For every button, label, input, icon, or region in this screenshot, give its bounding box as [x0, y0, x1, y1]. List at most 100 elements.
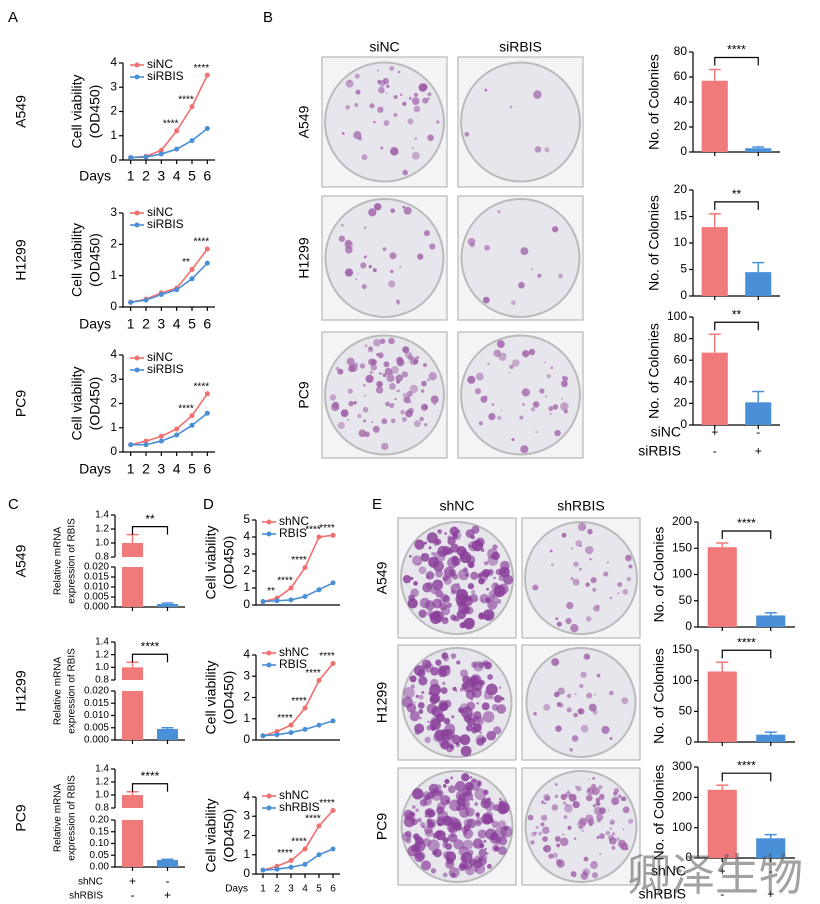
colony	[371, 421, 374, 424]
colony	[359, 363, 366, 369]
colony	[510, 300, 516, 306]
significance-label: ****	[141, 769, 160, 783]
colony	[540, 800, 545, 805]
colony	[598, 794, 605, 801]
y-tick-label: 0	[685, 850, 692, 864]
colony	[377, 106, 384, 113]
y-tick-label: 50	[679, 704, 693, 718]
y-axis-label: No. of Colonies	[651, 765, 667, 861]
colony	[402, 392, 407, 398]
colony	[428, 556, 440, 568]
colony	[551, 226, 559, 233]
group-sign: -	[720, 887, 724, 901]
significance-label: ****	[319, 798, 335, 809]
colony	[477, 573, 483, 578]
y-tick-label: 0	[110, 299, 117, 313]
colony	[467, 238, 476, 246]
colony	[418, 694, 424, 700]
legend-marker	[134, 210, 140, 216]
colony	[467, 583, 475, 590]
panel-label: E	[372, 496, 382, 513]
colony	[452, 686, 457, 691]
colony	[364, 394, 367, 397]
colony	[566, 804, 569, 807]
colony	[403, 686, 415, 699]
watermark: 卿泽生物	[627, 850, 803, 901]
colony	[382, 247, 387, 251]
colony	[609, 690, 614, 696]
significance-label: ****	[291, 555, 307, 566]
colony	[475, 869, 478, 872]
colony	[390, 365, 399, 374]
colony	[483, 839, 487, 843]
colony	[428, 546, 432, 550]
colony	[554, 783, 558, 786]
colony	[576, 785, 582, 792]
colony	[561, 380, 568, 388]
colony	[585, 545, 594, 555]
row-label: PC9	[296, 381, 312, 408]
y-axis-label: expression of RBIS	[67, 648, 78, 734]
colony	[459, 734, 471, 746]
colony	[560, 402, 569, 411]
colony	[447, 785, 456, 794]
colony	[340, 223, 344, 227]
data-point	[330, 846, 336, 852]
colony	[475, 820, 482, 827]
colony	[381, 442, 389, 451]
colony	[450, 614, 457, 621]
plate-dish	[324, 334, 445, 456]
colony	[385, 401, 391, 407]
legend-label: shNC	[279, 514, 309, 528]
colony	[456, 797, 466, 807]
colony	[437, 790, 444, 797]
colony	[357, 273, 359, 275]
x-tick-label: 1	[260, 884, 266, 895]
data-point	[143, 154, 149, 160]
colony	[487, 674, 493, 680]
colony	[508, 371, 511, 374]
colony	[567, 825, 572, 830]
colony	[337, 368, 344, 375]
colony	[527, 814, 534, 821]
colony	[382, 373, 387, 378]
colony	[395, 374, 403, 382]
colony	[363, 419, 367, 423]
colony	[406, 390, 413, 397]
colony	[464, 861, 473, 871]
bar	[756, 615, 786, 627]
colony	[572, 800, 580, 809]
x-tick-label: 2	[142, 461, 150, 477]
colony	[419, 717, 422, 720]
y-tick-label: 1	[110, 268, 117, 282]
colony	[483, 661, 492, 670]
colony	[409, 356, 418, 366]
colony	[491, 403, 495, 406]
colony	[556, 843, 561, 848]
colony	[549, 412, 552, 415]
colony	[417, 701, 425, 709]
colony	[496, 704, 507, 714]
colony	[482, 813, 486, 817]
colony	[537, 273, 542, 278]
colony	[467, 375, 476, 384]
x-tick-label: 3	[157, 316, 165, 332]
colony	[592, 777, 595, 780]
colony	[418, 83, 428, 92]
y-axis-label: Cell viability	[69, 367, 85, 441]
y-tick-label: 2	[243, 563, 250, 577]
colony	[393, 112, 398, 118]
colony	[543, 844, 552, 853]
y-axis-label: (OD450)	[87, 377, 103, 431]
colony	[485, 683, 498, 696]
y-axis-label: (OD450)	[221, 536, 237, 590]
colony	[376, 69, 379, 72]
group-sign: +	[719, 864, 726, 878]
y-axis-label: No. of Colonies	[646, 54, 662, 150]
colony	[462, 828, 474, 839]
y-tick-label: 1.2	[95, 777, 109, 788]
colony	[443, 577, 446, 580]
colony	[381, 418, 388, 425]
bar-lower	[122, 691, 143, 740]
y-tick-label: 0.15	[90, 826, 110, 837]
